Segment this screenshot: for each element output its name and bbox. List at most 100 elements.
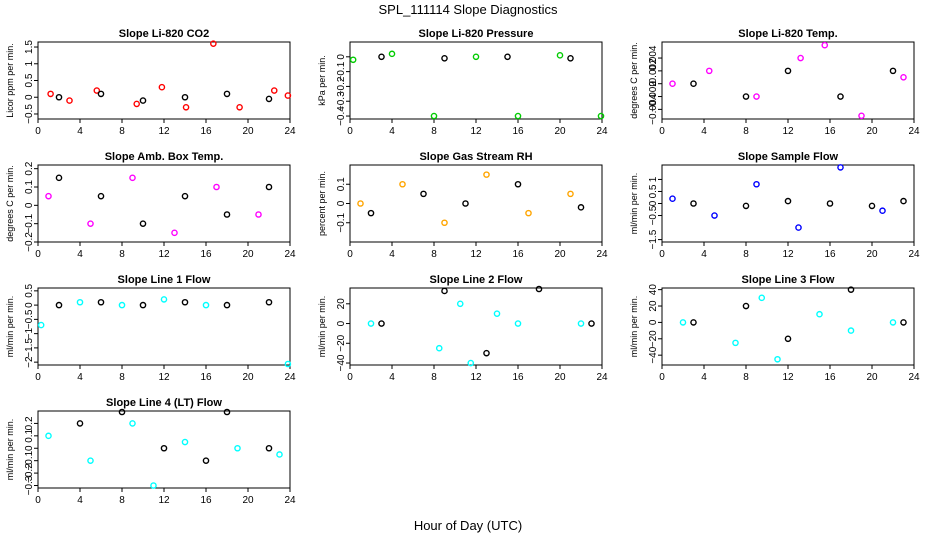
- panel-title: Slope Li-820 CO2: [119, 28, 209, 40]
- data-point: [742, 302, 750, 310]
- x-tick-label: 24: [284, 249, 296, 260]
- x-tick-label: 16: [512, 249, 524, 260]
- panel-title: Slope Line 1 Flow: [118, 274, 211, 286]
- x-tick-label: 20: [866, 372, 878, 383]
- plot-frame: [349, 164, 603, 243]
- y-tick-label: −1.5: [648, 229, 659, 249]
- y-tick-label: −0.1: [336, 212, 347, 232]
- data-point: [97, 298, 105, 306]
- x-tick-label: 8: [119, 372, 125, 383]
- data-point: [223, 301, 231, 309]
- data-point: [797, 54, 804, 62]
- data-point: [236, 103, 243, 111]
- data-point: [742, 93, 750, 100]
- y-axis-label: ml/min per min.: [629, 296, 639, 358]
- y-tick-label: 0.5: [24, 73, 35, 87]
- panel-title: Slope Amb. Box Temp.: [105, 151, 224, 163]
- data-point: [588, 320, 595, 327]
- y-tick-label: 0.004: [648, 45, 659, 70]
- plot-frame: [349, 287, 603, 366]
- x-tick-label: 24: [908, 372, 920, 383]
- x-tick-label: 0: [35, 126, 41, 137]
- plot-frame: [37, 287, 291, 366]
- plot-frame: [661, 287, 915, 366]
- data-point: [535, 285, 543, 293]
- series-black: [367, 180, 585, 217]
- series-main: [45, 420, 283, 489]
- y-tick-label: 20: [336, 298, 347, 310]
- data-point: [150, 482, 157, 489]
- data-point: [514, 180, 522, 188]
- panel-8: Slope Line 2 Flow 0 4 8 12 16 20 24 −40 −20 0 20 ml/…: [317, 274, 608, 383]
- data-point: [118, 301, 126, 309]
- panel-title: Slope Line 3 Flow: [742, 274, 835, 286]
- y-tick-label: −0.002: [648, 81, 659, 112]
- data-point: [349, 56, 357, 64]
- x-tick-label: 12: [158, 126, 170, 137]
- panel-title: Slope Sample Flow: [738, 151, 839, 163]
- data-point: [567, 54, 574, 62]
- series-main: [357, 171, 574, 227]
- panel-4: Slope Amb. Box Temp. 0 4 8 12 16 20 24 −0.2−0.1 0…: [5, 151, 296, 260]
- x-tick-label: 0: [659, 126, 665, 137]
- panel-title: Slope Gas Stream RH: [419, 151, 532, 163]
- data-point: [399, 180, 406, 188]
- data-point: [679, 319, 687, 326]
- data-point: [55, 301, 63, 309]
- data-point: [847, 327, 855, 334]
- y-tick-label: −20: [648, 330, 659, 347]
- y-tick-label: −2: [24, 356, 35, 368]
- x-tick-label: 20: [242, 249, 254, 260]
- panel-title: Slope Line 4 (LT) Flow: [106, 397, 222, 409]
- y-axis-label: kPa per min.: [317, 55, 327, 106]
- x-tick-label: 4: [701, 126, 707, 137]
- data-point: [202, 457, 210, 464]
- x-tick-label: 0: [35, 249, 41, 260]
- data-point: [47, 90, 54, 98]
- data-point: [234, 444, 241, 452]
- y-tick-label: 0: [24, 202, 35, 208]
- x-tick-label: 4: [389, 372, 395, 383]
- y-tick-label: −40: [336, 354, 347, 371]
- plot-frame: [37, 410, 291, 489]
- series-black: [378, 53, 574, 62]
- panel-9: Slope Line 3 Flow 0 4 8 12 16 20 24 −40−20 0 20 40 m…: [629, 274, 920, 383]
- panel-7: Slope Line 1 Flow 0 4 8 12 16 20 24 −2−1.5−1−0.5…: [5, 274, 296, 383]
- data-point: [889, 319, 897, 326]
- series-black: [55, 174, 273, 227]
- x-tick-label: 20: [866, 126, 878, 137]
- data-point: [441, 287, 448, 295]
- series-black: [690, 197, 907, 210]
- data-point: [265, 444, 273, 452]
- data-point: [129, 174, 136, 182]
- x-tick-label: 12: [158, 372, 170, 383]
- y-tick-label: 0.1: [24, 428, 35, 442]
- x-tick-label: 24: [908, 126, 920, 137]
- x-tick-label: 20: [554, 372, 566, 383]
- y-axis-label: ml/min per min.: [5, 296, 15, 358]
- x-tick-label: 16: [200, 372, 212, 383]
- x-tick-label: 24: [596, 372, 608, 383]
- x-tick-label: 8: [119, 249, 125, 260]
- data-point: [889, 67, 897, 75]
- data-point: [66, 97, 73, 104]
- data-point: [900, 73, 907, 81]
- data-point: [182, 103, 190, 111]
- data-point: [837, 93, 844, 100]
- data-point: [567, 190, 574, 198]
- x-tick-label: 24: [596, 126, 608, 137]
- x-tick-label: 24: [596, 249, 608, 260]
- series-black: [76, 408, 273, 464]
- x-tick-label: 8: [431, 126, 437, 137]
- plot-frame: [661, 41, 915, 120]
- data-point: [758, 294, 766, 302]
- x-tick-label: 20: [866, 249, 878, 260]
- data-point: [378, 320, 385, 327]
- x-tick-label: 16: [824, 126, 836, 137]
- y-axis-label: ml/min per min.: [317, 296, 327, 358]
